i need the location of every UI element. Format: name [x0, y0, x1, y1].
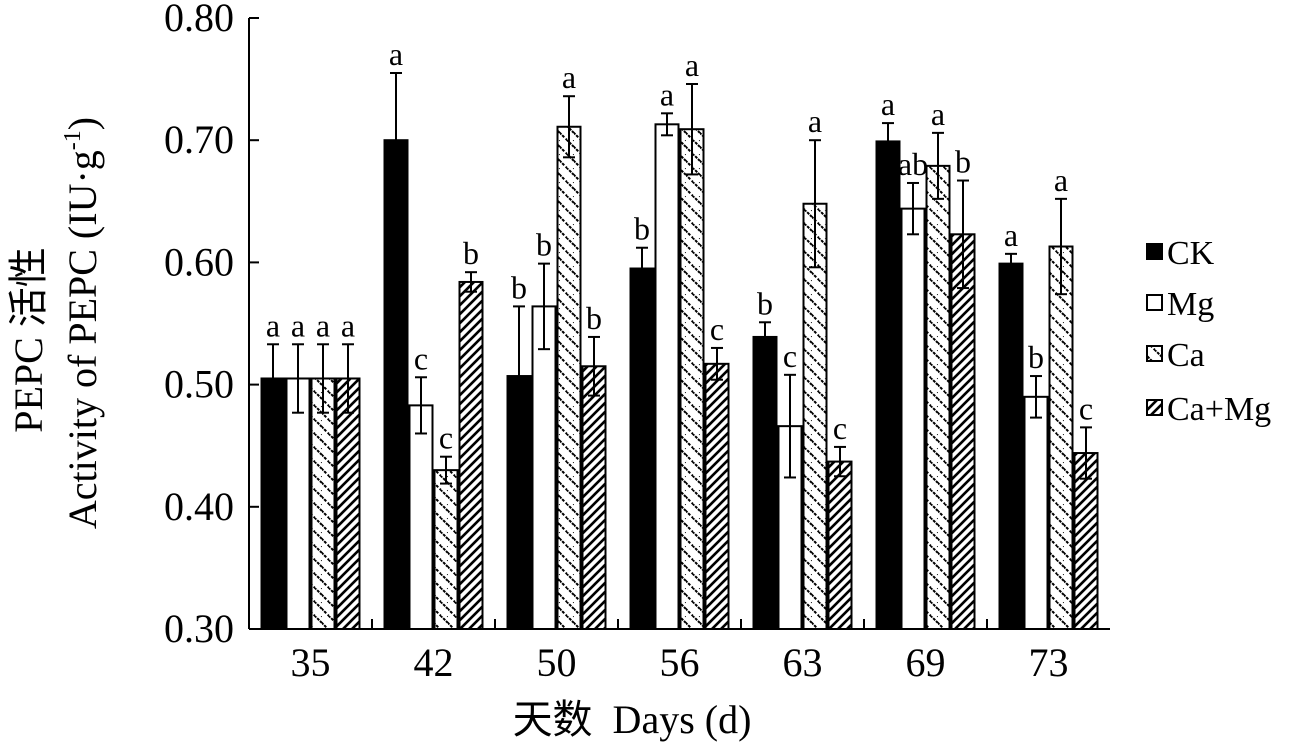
bar-ck-73	[998, 262, 1024, 630]
significance-letter: c	[1079, 390, 1093, 426]
legend-swatch-ck	[1146, 243, 1163, 260]
significance-letter: b	[757, 285, 773, 321]
significance-letter: b	[586, 300, 602, 336]
x-axis-ticks: 35 42 50 56 63 69 73	[291, 619, 1069, 685]
x-tick-label: 63	[783, 640, 823, 685]
bar-ca-42	[433, 469, 459, 631]
significance-letter: a	[341, 307, 355, 343]
x-tick-label: 50	[537, 640, 577, 685]
bar-mg-56	[654, 123, 680, 631]
bar-ca-mg-69	[950, 233, 976, 630]
legend-label-ck: CK	[1167, 235, 1215, 272]
y-axis-title-en: Activity of PEPC (IU·g-1)	[60, 117, 105, 529]
legend-swatch-ca	[1146, 345, 1163, 362]
bar-mg-69	[900, 207, 926, 631]
bar-ca-mg-50	[581, 365, 607, 630]
bar-ck-63	[752, 335, 778, 630]
bar-mg-73	[1023, 395, 1049, 630]
y-axis-title-cn: PEPC 活性	[6, 247, 51, 433]
bar-ck-69	[875, 140, 901, 630]
significance-letter: a	[266, 307, 280, 343]
significance-letter: a	[389, 36, 403, 72]
bar-ca-mg-63	[827, 460, 853, 630]
y-tick-label: 0.40	[164, 484, 234, 529]
legend-swatch-mg	[1146, 294, 1163, 311]
significance-letter: c	[833, 410, 847, 446]
y-tick-label: 0.50	[164, 362, 234, 407]
bar-ck-35	[260, 377, 286, 630]
y-axis-title-en-close: )	[60, 117, 105, 130]
bar-ca-mg-56	[704, 362, 730, 630]
significance-letter: c	[710, 311, 724, 347]
y-axis-ticks: 0.30 0.40 0.50 0.60 0.70 0.80	[164, 0, 259, 651]
y-tick-label: 0.80	[164, 0, 234, 40]
bar-mg-35	[285, 377, 311, 630]
legend-label-mg: Mg	[1167, 286, 1214, 323]
significance-letter: a	[660, 76, 674, 112]
x-tick-label: 35	[291, 640, 331, 685]
bar-ca-69	[925, 164, 951, 630]
x-axis-title: 天数 Days (d)	[513, 697, 752, 742]
x-tick-label: 69	[906, 640, 946, 685]
significance-letter: a	[808, 103, 822, 139]
bar-ck-42	[383, 139, 409, 630]
bar-ca-mg-42	[458, 280, 484, 630]
significance-letter: c	[414, 340, 428, 376]
significance-letter: a	[931, 96, 945, 132]
significance-letter: a	[881, 86, 895, 122]
bar-ca-mg-35	[335, 377, 361, 630]
bar-mg-50	[531, 305, 557, 630]
y-tick-label: 0.60	[164, 239, 234, 284]
significance-letter: a	[1054, 162, 1068, 198]
y-axis-title-en-sup: -1	[60, 130, 86, 150]
legend-label-ca: Ca	[1167, 337, 1205, 374]
y-tick-label: 0.30	[164, 606, 234, 651]
significance-letter: b	[536, 227, 552, 263]
bar-ca-56	[679, 128, 705, 630]
x-tick-label: 73	[1029, 640, 1069, 685]
legend-label-ca-mg: Ca+Mg	[1167, 391, 1271, 428]
bar-mg-42	[408, 404, 434, 630]
significance-letter: a	[316, 307, 330, 343]
bar-ca-73	[1048, 245, 1074, 630]
x-tick-label: 56	[660, 640, 700, 685]
significance-letter: a	[1004, 217, 1018, 253]
significance-letter: ab	[898, 146, 928, 182]
significance-letter: c	[439, 420, 453, 456]
legend: CK Mg Ca Ca+Mg	[1146, 235, 1271, 428]
legend-swatch-ca-mg	[1146, 399, 1163, 416]
significance-letter: a	[685, 47, 699, 83]
significance-letter: b	[511, 269, 527, 305]
significance-letter: c	[783, 338, 797, 374]
y-axis-title-en-main: Activity of PEPC (IU·g	[60, 150, 105, 529]
significance-letter: b	[634, 211, 650, 247]
bar-ca-35	[310, 377, 336, 630]
significance-letter: b	[1028, 339, 1044, 375]
significance-letter: b	[955, 144, 971, 180]
significance-letter: b	[463, 235, 479, 271]
bar-ck-56	[629, 267, 655, 630]
bar-ca-50	[556, 125, 582, 631]
significance-letter: a	[291, 307, 305, 343]
y-tick-label: 0.70	[164, 117, 234, 162]
x-tick-label: 42	[414, 640, 454, 685]
significance-letter: a	[562, 59, 576, 95]
